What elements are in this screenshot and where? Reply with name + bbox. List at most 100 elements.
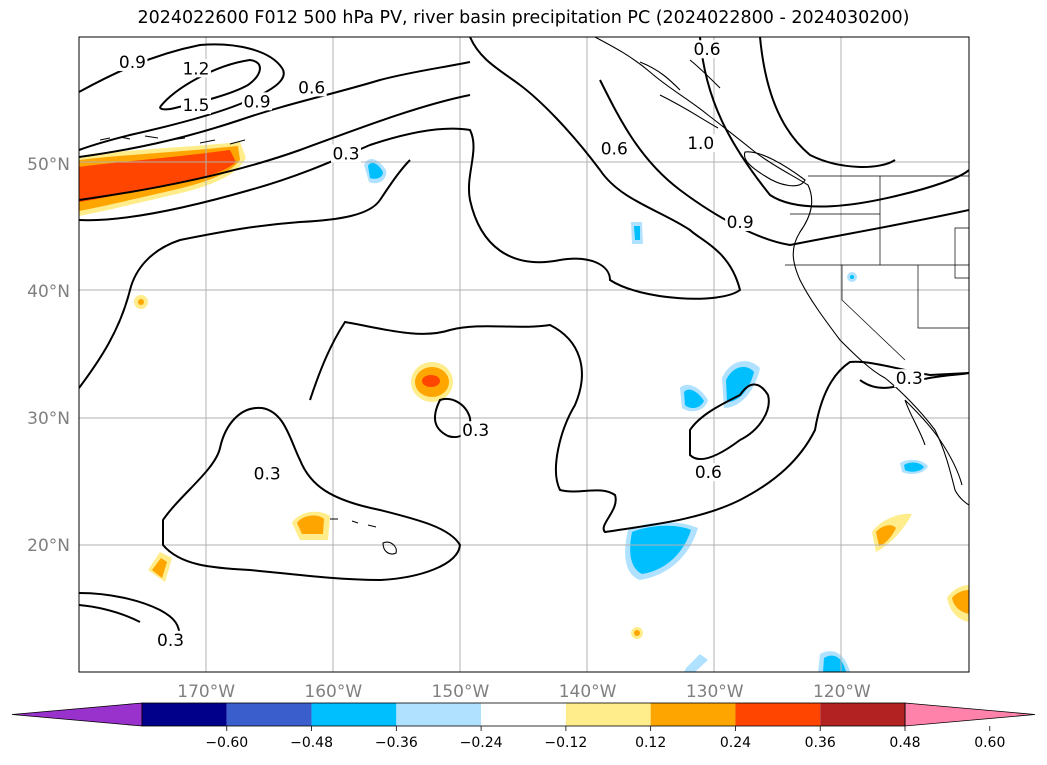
contour-06-nw [79,94,471,201]
contour-label: 0.3 [896,369,923,389]
colorbar-box [481,703,566,726]
contour-label-bg [180,59,211,78]
lon-tick-label: 150°W [432,682,490,702]
shade-neg-128w [726,366,754,402]
shade-hawaii-west-orange [297,515,324,534]
contour-label: 0.6 [601,139,628,159]
lat-tick-label: 20°N [27,536,70,556]
figure-title: 2024022600 F012 500 hPa PV, river basin … [137,8,910,28]
shade-pos-edge-orange [952,590,969,614]
colorbar-tick-label: −0.60 [205,735,248,751]
contour-label-bg [252,464,283,483]
shaded-anomalies [79,142,969,672]
contour-label: 0.9 [119,53,146,73]
colorbar-box [820,703,905,726]
contour-label: 0.3 [332,144,359,164]
coast-hawaii [330,518,397,555]
colorbar-box [735,703,821,726]
contour-06-east [759,37,896,168]
border-states-1 [785,176,969,266]
lon-tick-label: 120°W [813,682,871,702]
shade-neg-130w-bottom [684,654,708,672]
contour-label-bg [894,369,925,388]
lat-tick-label: 30°N [27,409,70,429]
contour-09-east [699,37,969,208]
shade-neg-135w [630,525,691,574]
contour-label: 0.6 [695,463,722,483]
contour-label-bg [331,144,361,163]
colorbar-box [650,703,736,726]
colorbar-box [142,703,227,726]
contour-06-central [309,320,969,534]
colorbar-extend-low [11,702,143,727]
lat-tick-label: 50°N [27,155,70,175]
gridlines [79,37,969,672]
contour-label-bg [180,96,211,115]
coast-baja [904,399,963,486]
contour-label: 1.2 [182,59,209,79]
lon-tick-label: 160°W [304,682,362,702]
contour-03-hawaii [162,406,462,582]
contour-label-bg [693,463,724,482]
colorbar-tick-label: 0.24 [720,735,751,751]
border-states-2 [841,227,969,361]
contour-03-big-loop [79,159,411,389]
colorbar-tick-label: −0.48 [290,735,333,751]
shade-neg-dot-ca2 [850,275,854,279]
contour-label-bg [692,40,723,59]
shade-neg-118w [904,462,924,472]
contour-label: 0.6 [298,78,325,98]
colorbar-tick-label: −0.36 [375,735,418,751]
colorbar-tick-label: 0.60 [974,735,1005,751]
contour-high-nw [79,43,285,151]
map-panel: 0.9 1.2 1.5 0.9 0.6 0.3 0.6 0.6 1.0 0.9 0.3 0.3 0.6 0… [78,36,970,673]
shade-neg-120w [823,655,846,672]
colorbar-box [226,703,312,726]
contour-label: 0.6 [694,40,721,60]
map-background [79,37,969,672]
contour-label-bg [460,421,491,440]
contour-label: 0.9 [727,213,754,233]
contour-09-nw [79,61,471,158]
map-frame [78,36,970,673]
shade-dot-1b [138,299,144,305]
shade-neg-157w [368,162,383,179]
lon-tick-label: 170°W [177,682,235,702]
contour-label-bg [725,212,756,231]
colorbar-box [565,703,651,726]
contour-label-bg [685,134,716,153]
contour-06-mid [599,79,969,247]
colorbar-box [311,703,397,726]
contour-label-bg [155,630,186,649]
colorbar-tick-label: −0.12 [544,735,587,751]
coast-alaska-bc [594,37,969,506]
lon-tick-label: 140°W [559,682,617,702]
shade-blob-152w-red [422,375,440,387]
colorbar-tick-label: 0.48 [889,735,920,751]
shade-nw-band-red [79,150,236,202]
contour-label: 1.0 [687,134,714,154]
colorbar-tick-label: −0.24 [460,735,503,751]
colorbar-box [396,703,482,726]
colorbar: −0.60 −0.48 −0.36 −0.24 −0.12 0.12 0.24 0.36 0.4… [11,702,1036,751]
contour-label-bg [242,92,272,111]
contour-03-main [79,37,742,300]
shade-sw-small-orange [152,558,167,578]
shade-pos-dot-136w-b [634,630,640,636]
contour-label-bg [599,139,630,158]
coastlines [99,37,969,555]
shade-neg-131w [684,389,704,409]
lat-tick-label: 40°N [27,282,70,302]
colorbar-tick-label: 0.36 [805,735,836,751]
contour-label: 0.9 [243,92,270,112]
contour-03-ring-east [689,383,770,460]
shade-pos-117w-orange [876,525,896,546]
longitude-axis: 170°W 160°W 150°W 140°W 130°W 120°W [177,682,871,702]
contour-label-bg [296,78,327,97]
pv-contours [79,37,969,641]
contour-labels: 0.9 1.2 1.5 0.9 0.6 0.3 0.6 0.6 1.0 0.9 0.3 0.3 0.6 0… [117,40,925,651]
contour-label: 1.5 [182,96,209,116]
latitude-axis: 50°N 40°N 30°N 20°N [27,155,70,556]
coast-vancouver-island [743,151,806,187]
contour-label: 0.3 [462,421,489,441]
